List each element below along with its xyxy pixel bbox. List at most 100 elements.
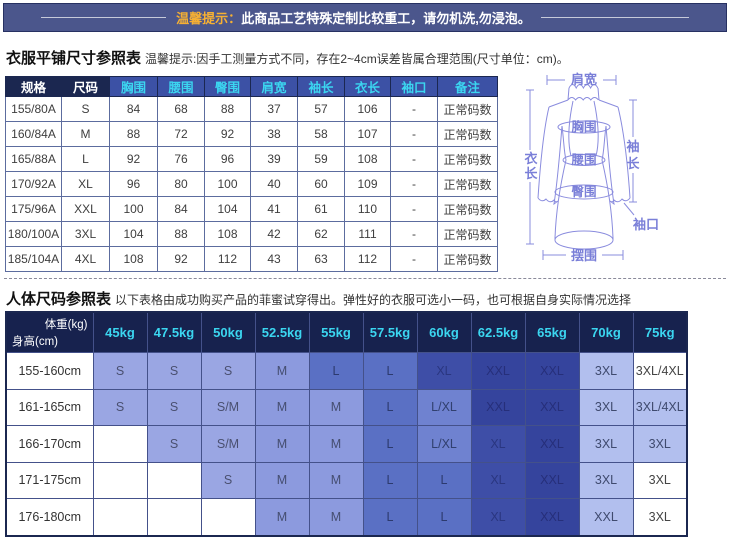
height-row-label: 176-180cm bbox=[5, 498, 94, 536]
waist-label: 腰围 bbox=[570, 152, 596, 167]
recommended-size-cell: XXL bbox=[524, 498, 580, 536]
recommended-size-cell: XL bbox=[470, 498, 526, 536]
flat-size-cell: 100 bbox=[204, 171, 251, 197]
hip-line bbox=[554, 184, 614, 200]
flat-size-col-header: 腰围 bbox=[157, 76, 205, 97]
body-size-section-heading: 人体尺码参照表 以下表格由成功购买产品的菲蜜试穿得出。弹性好的衣服可选小一码，也… bbox=[6, 288, 631, 309]
flat-size-cell: 104 bbox=[109, 221, 158, 247]
recommended-size-cell bbox=[92, 461, 148, 499]
height-row-label: 161-165cm bbox=[5, 388, 94, 426]
recommended-size-cell: M bbox=[308, 461, 364, 499]
recommended-size-cell bbox=[200, 498, 256, 536]
hem-ellipse bbox=[554, 230, 614, 250]
flat-size-cell: 62 bbox=[297, 221, 345, 247]
flat-size-cell: 92 bbox=[204, 121, 251, 147]
flat-size-cell: - bbox=[390, 146, 438, 172]
flat-size-cell: 104 bbox=[204, 196, 251, 222]
flat-size-cell: 正常码数 bbox=[437, 221, 498, 247]
weight-col-header: 55kg bbox=[308, 311, 364, 353]
flat-size-cell: - bbox=[390, 246, 438, 272]
recommended-size-cell: L bbox=[362, 388, 418, 426]
recommended-size-cell: XXL bbox=[524, 461, 580, 499]
cuff-label: 袖口 bbox=[633, 217, 659, 232]
flat-size-cell: 38 bbox=[250, 121, 298, 147]
banner-message: 此商品工艺特殊定制比较重工，请勿机洗,勿浸泡。 bbox=[241, 11, 531, 26]
recommended-size-cell: 3XL bbox=[632, 461, 688, 499]
right-sleeve-cuff bbox=[605, 125, 631, 206]
sleeve-label-char2: 长 bbox=[626, 156, 640, 171]
flat-size-cell: 88 bbox=[204, 96, 251, 122]
flat-size-cell: L bbox=[61, 146, 110, 172]
flat-size-cell: 正常码数 bbox=[437, 121, 498, 147]
body-size-title: 人体尺码参照表 bbox=[6, 291, 112, 308]
corner-header-cell: 体重(kg) 身高(cm) bbox=[5, 311, 94, 353]
flat-size-cell: 96 bbox=[109, 171, 158, 197]
height-row-label: 166-170cm bbox=[5, 425, 94, 463]
length-measure bbox=[526, 89, 534, 245]
recommended-size-cell: XL bbox=[470, 425, 526, 463]
flat-size-cell: 106 bbox=[344, 96, 391, 122]
flat-size-cell: 37 bbox=[250, 96, 298, 122]
flat-size-cell: 100 bbox=[109, 196, 158, 222]
flat-size-cell: 80 bbox=[157, 171, 205, 197]
flat-size-cell: 59 bbox=[297, 146, 345, 172]
flat-size-row: 160/84A M 88 72 92 38 58 107- 正常码数 bbox=[5, 121, 498, 147]
flat-size-cell: 112 bbox=[204, 246, 251, 272]
body-size-header-row: 体重(kg) 身高(cm) 45kg 47.5kg 50kg 52.5kg 55kg 57… bbox=[5, 311, 688, 353]
body-left bbox=[554, 125, 567, 239]
recommended-size-cell: S/M bbox=[200, 425, 256, 463]
flat-size-section-heading: 衣服平铺尺寸参照表 温馨提示:因手工测量方式不同，存在2~4cm误差皆属合理范围… bbox=[6, 47, 569, 68]
flat-size-cell: - bbox=[390, 171, 438, 197]
body-size-note: 以下表格由成功购买产品的菲蜜试穿得出。弹性好的衣服可选小一码，也可根据自身实际情… bbox=[115, 293, 632, 307]
recommended-size-cell: L bbox=[416, 461, 472, 499]
recommended-size-cell: S bbox=[146, 388, 202, 426]
flat-size-note: 温馨提示:因手工测量方式不同，存在2~4cm误差皆属合理范围(尺寸单位：cm)。 bbox=[145, 52, 569, 66]
flat-size-cell: 170/92A bbox=[5, 171, 62, 197]
recommended-size-cell: M bbox=[254, 388, 310, 426]
recommended-size-cell: XL bbox=[470, 461, 526, 499]
flat-size-cell: 3XL bbox=[61, 221, 110, 247]
flat-size-row: 155/80A S 84 68 88 37 57 106- 正常码数 bbox=[5, 96, 498, 122]
flat-size-cell: 88 bbox=[157, 221, 205, 247]
flat-size-col-header: 臀围 bbox=[204, 76, 251, 97]
flat-size-cell: 175/96A bbox=[5, 196, 62, 222]
recommended-size-cell: S bbox=[92, 388, 148, 426]
flat-size-cell: 165/88A bbox=[5, 146, 62, 172]
recommended-size-cell: S bbox=[146, 425, 202, 463]
flat-size-row: 185/104A 4XL 108 92 112 43 63 112- 正常码数 bbox=[5, 246, 498, 272]
bust-line bbox=[557, 120, 611, 134]
weight-col-header: 70kg bbox=[578, 311, 634, 353]
recommended-size-cell: M bbox=[254, 498, 310, 536]
recommended-size-cell: M bbox=[308, 498, 364, 536]
flat-size-cell: 96 bbox=[204, 146, 251, 172]
recommended-size-cell bbox=[92, 425, 148, 463]
waist-line bbox=[562, 154, 606, 166]
flat-size-cell: 61 bbox=[297, 196, 345, 222]
flat-size-row: 180/100A 3XL 104 88 108 42 62 111- 正常码数 bbox=[5, 221, 498, 247]
cuff-pointer bbox=[623, 202, 635, 216]
flat-size-col-header: 胸围 bbox=[109, 76, 158, 97]
recommended-size-cell: 3XL bbox=[578, 388, 634, 426]
recommended-size-cell: L/XL bbox=[416, 425, 472, 463]
recommended-size-cell: XXL bbox=[470, 352, 526, 390]
recommended-size-cell: L bbox=[362, 498, 418, 536]
height-row-label: 155-160cm bbox=[5, 352, 94, 390]
weight-col-header: 45kg bbox=[92, 311, 148, 353]
ruffle-trim bbox=[568, 100, 599, 157]
flat-size-cell: 41 bbox=[250, 196, 298, 222]
flat-size-cell: 76 bbox=[157, 146, 205, 172]
weight-col-header: 75kg bbox=[632, 311, 688, 353]
flat-size-col-header: 袖长 bbox=[297, 76, 345, 97]
weight-col-header: 47.5kg bbox=[146, 311, 202, 353]
section-divider bbox=[4, 278, 726, 279]
corner-weight-label: 体重(kg) bbox=[44, 319, 88, 331]
collar-bottom bbox=[567, 97, 599, 101]
notice-banner: 温馨提示：此商品工艺特殊定制比较重工，请勿机洗,勿浸泡。 bbox=[3, 3, 727, 32]
recommended-size-cell: 3XL bbox=[632, 425, 688, 463]
body-size-row: 171-175cm S M M L L XL XXL 3XL 3XL bbox=[5, 461, 688, 499]
body-size-row: 155-160cm S S S M L L XL XXL XXL 3XL 3XL/4XL bbox=[5, 352, 688, 390]
recommended-size-cell bbox=[92, 498, 148, 536]
flat-size-cell: M bbox=[61, 121, 110, 147]
dress-measurement-diagram: 肩宽 衣 长 袖 长 胸围 腰围 臀围 袖口 摆围 bbox=[524, 72, 659, 263]
body-size-row: 176-180cm M M L L XL XXL XXL 3XL bbox=[5, 498, 688, 536]
